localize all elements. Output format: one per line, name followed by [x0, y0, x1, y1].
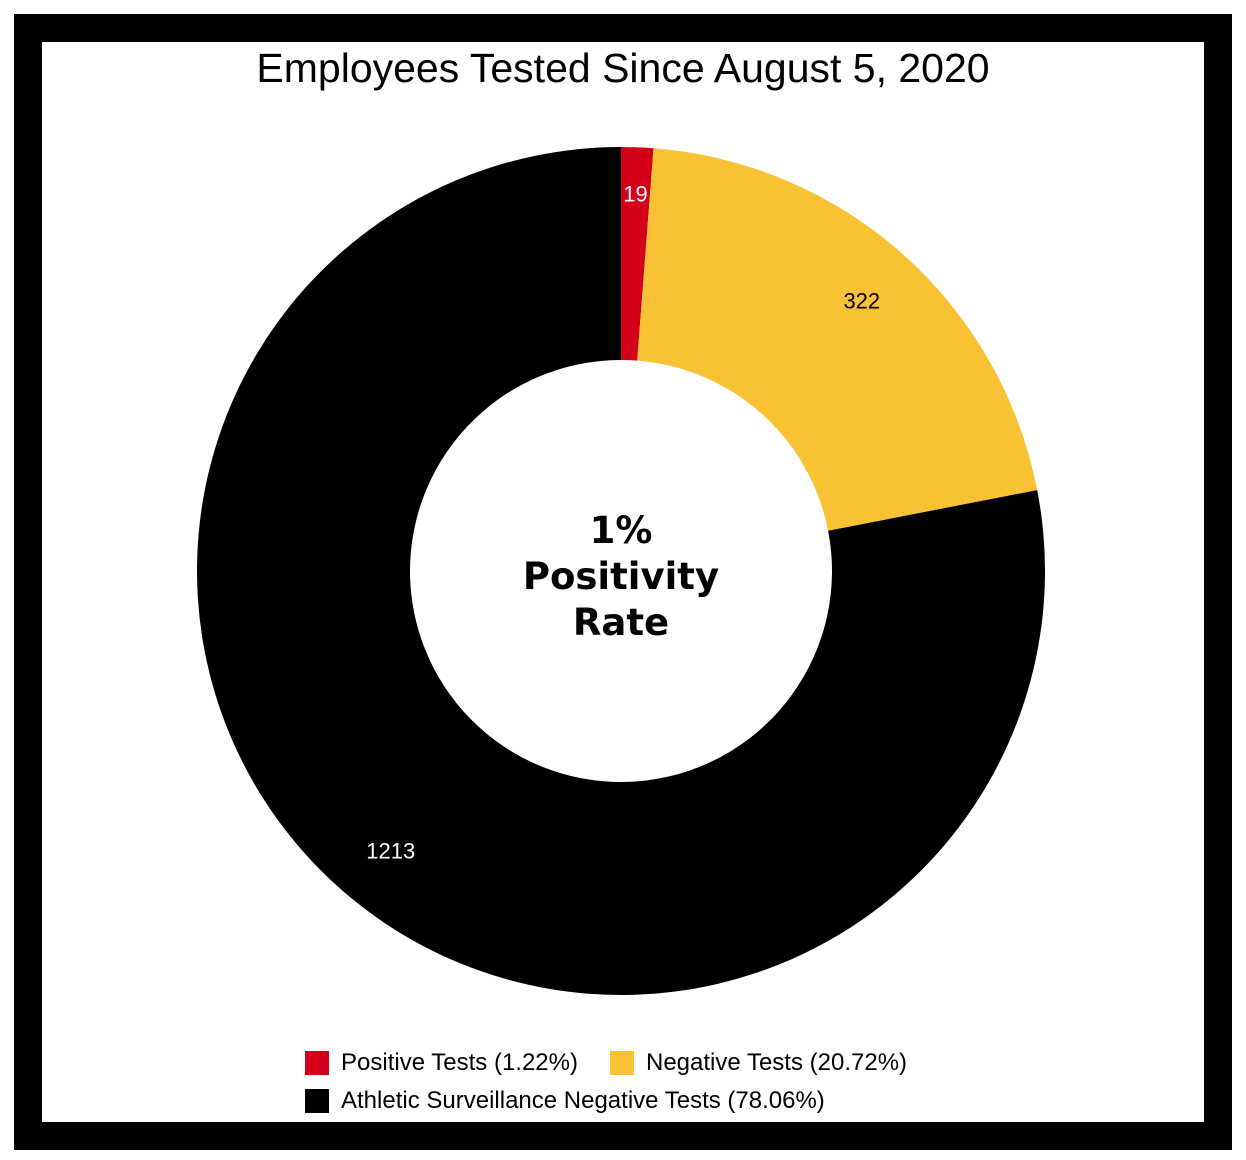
legend-label-negative: Negative Tests (20.72%)	[646, 1049, 908, 1076]
legend-row: Athletic Surveillance Negative Tests (78…	[305, 1082, 1005, 1120]
legend-swatch-athletic	[305, 1089, 329, 1113]
positivity-rate-line2: Positivity	[522, 555, 720, 598]
legend-item-athletic: Athletic Surveillance Negative Tests (78…	[305, 1082, 825, 1120]
donut-slices	[197, 147, 1045, 995]
positivity-rate-value: 1%	[589, 509, 653, 552]
legend-item-negative: Negative Tests (20.72%)	[610, 1044, 907, 1082]
chart-title: Employees Tested Since August 5, 2020	[256, 45, 990, 91]
chart-legend: Positive Tests (1.22%) Negative Tests (2…	[305, 1044, 1005, 1120]
legend-swatch-positive	[305, 1051, 329, 1075]
slice-labels: 19 322 1213	[366, 181, 880, 863]
legend-swatch-negative	[610, 1051, 634, 1075]
positivity-rate-line3: Rate	[572, 601, 670, 644]
positivity-rate-label: 1% Positivity Rate	[421, 508, 821, 646]
donut-slice-negative	[637, 148, 1038, 531]
legend-label-athletic: Athletic Surveillance Negative Tests (78…	[341, 1087, 825, 1114]
slice-value-label-negative: 322	[843, 289, 880, 314]
donut-slice-positive	[621, 147, 654, 361]
slice-value-label-athletic: 1213	[366, 838, 415, 863]
legend-label-positive: Positive Tests (1.22%)	[341, 1049, 578, 1076]
donut-slice-athletic	[197, 147, 1045, 995]
legend-item-positive: Positive Tests (1.22%)	[305, 1044, 578, 1082]
slice-value-label-positive: 19	[623, 181, 647, 206]
legend-row: Positive Tests (1.22%) Negative Tests (2…	[305, 1044, 1005, 1082]
